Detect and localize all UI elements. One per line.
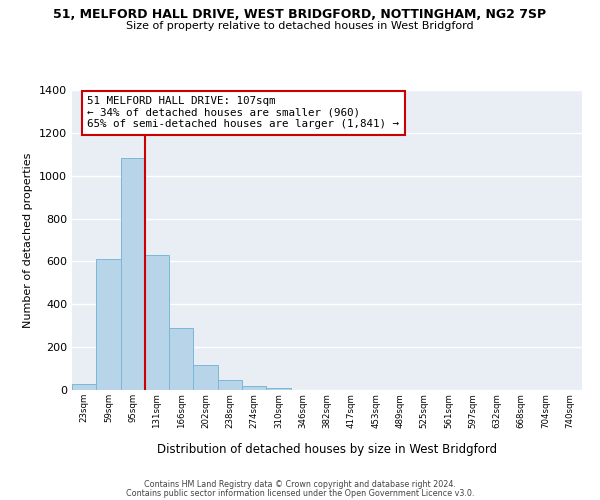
Bar	[145, 255, 169, 390]
Text: Contains HM Land Registry data © Crown copyright and database right 2024.: Contains HM Land Registry data © Crown c…	[144, 480, 456, 489]
Bar	[121, 158, 145, 390]
Text: 51 MELFORD HALL DRIVE: 107sqm
← 34% of detached houses are smaller (960)
65% of : 51 MELFORD HALL DRIVE: 107sqm ← 34% of d…	[88, 96, 400, 129]
Bar	[193, 366, 218, 390]
Text: 51, MELFORD HALL DRIVE, WEST BRIDGFORD, NOTTINGHAM, NG2 7SP: 51, MELFORD HALL DRIVE, WEST BRIDGFORD, …	[53, 8, 547, 20]
Y-axis label: Number of detached properties: Number of detached properties	[23, 152, 34, 328]
Bar	[218, 380, 242, 390]
Text: Size of property relative to detached houses in West Bridgford: Size of property relative to detached ho…	[126, 21, 474, 31]
Bar	[266, 388, 290, 390]
Bar	[96, 260, 121, 390]
Bar	[72, 384, 96, 390]
Bar	[169, 328, 193, 390]
Bar	[242, 386, 266, 390]
Text: Contains public sector information licensed under the Open Government Licence v3: Contains public sector information licen…	[126, 489, 474, 498]
Text: Distribution of detached houses by size in West Bridgford: Distribution of detached houses by size …	[157, 442, 497, 456]
